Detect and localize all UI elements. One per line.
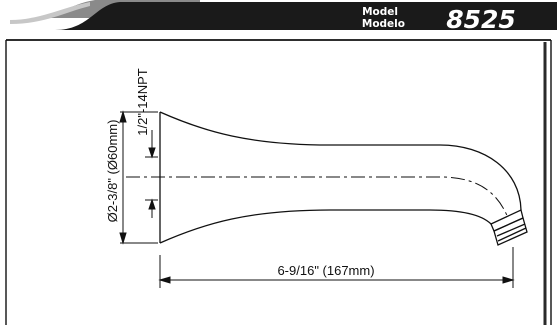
- length-dimension: [158, 247, 515, 288]
- spout-drawing: [126, 111, 528, 246]
- diameter-label: Ø2-3/8" (Ø60mm): [105, 120, 120, 223]
- diameter-dimension: [119, 110, 158, 245]
- thread-dimension: [145, 130, 158, 218]
- spout-top-contour: [159, 111, 522, 211]
- aerator: [493, 217, 528, 246]
- header-swoosh-shadow: [10, 2, 90, 24]
- model-label-en: Model: [362, 6, 398, 18]
- model-label-es: Modelo: [362, 18, 405, 30]
- header: Model Modelo 8525: [10, 0, 557, 34]
- thread-size-label: 1/2"-14NPT: [135, 68, 150, 136]
- length-label: 6-9/16" (167mm): [277, 263, 374, 278]
- center-line: [126, 176, 509, 219]
- model-number: 8525: [446, 5, 516, 34]
- spout-bottom-contour: [159, 209, 492, 244]
- drawing-frame: [5, 39, 552, 325]
- header-bar: [55, 2, 557, 30]
